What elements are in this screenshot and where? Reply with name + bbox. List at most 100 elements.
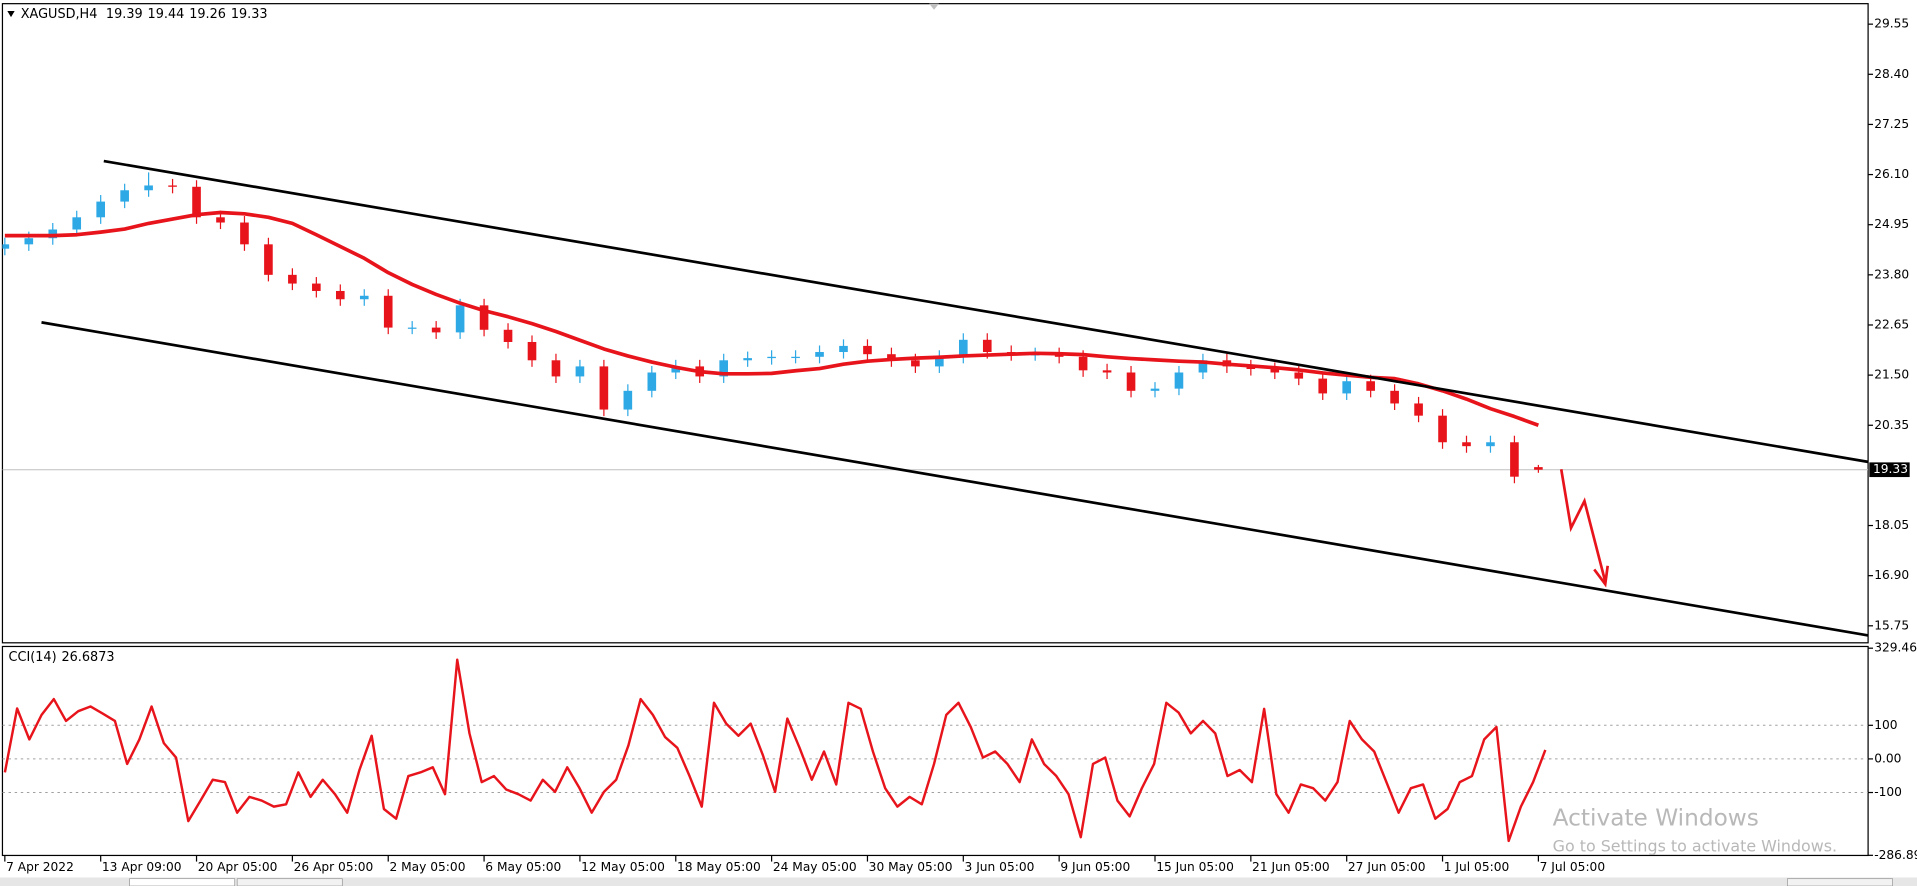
candle-body: [599, 366, 609, 410]
candle: [192, 180, 201, 224]
candle-body: [288, 274, 297, 284]
candle: [647, 365, 657, 398]
chart-tab[interactable]: [129, 878, 236, 886]
x-tick-label: 1 Jul 05:00: [1444, 860, 1510, 874]
x-tick-label: 7 Jul 05:00: [1540, 860, 1606, 874]
candle: [1270, 362, 1280, 380]
candle: [383, 289, 393, 335]
candle-body: [455, 305, 465, 333]
candle: [1318, 372, 1328, 400]
candle: [743, 351, 752, 367]
candle-body: [1342, 381, 1352, 394]
chart-tab[interactable]: [1787, 878, 1893, 886]
candle-body: [647, 372, 657, 391]
candle: [1534, 464, 1543, 473]
candle-body: [1318, 378, 1328, 394]
x-tick-label: 12 May 05:00: [581, 860, 665, 874]
candle: [815, 345, 824, 364]
candle: [335, 284, 345, 306]
candle: [767, 350, 776, 365]
candle: [2, 237, 10, 256]
x-tick-label: 26 Apr 05:00: [294, 860, 374, 874]
price-plot: [2, 159, 1869, 637]
candle-body: [1462, 442, 1471, 447]
trend-line: [41, 321, 1869, 637]
candle-body: [671, 366, 681, 373]
x-tick-label: 18 May 05:00: [677, 860, 761, 874]
candle: [72, 210, 82, 237]
candle: [935, 350, 944, 373]
candle-body: [935, 356, 944, 367]
header-open: 19.39: [106, 7, 143, 22]
y-tick-label: 329.463: [1874, 641, 1917, 655]
symbol-title: XAGUSD,H4: [21, 7, 98, 22]
candle: [96, 195, 106, 224]
candle-body: [264, 244, 273, 275]
candle-body: [240, 222, 249, 245]
y-tick-label: 29.55: [1874, 17, 1909, 31]
candle: [599, 359, 609, 417]
candle-body: [407, 327, 417, 329]
candle: [863, 339, 872, 361]
candle-body: [911, 360, 920, 367]
candle: [1486, 435, 1495, 453]
y-tick-label: -100: [1874, 785, 1902, 799]
last-price-label: 19.33: [1873, 462, 1908, 476]
y-tick-label: 26.10: [1874, 167, 1909, 181]
candle: [1342, 374, 1352, 400]
candle: [1414, 396, 1423, 423]
candle-body: [383, 295, 393, 328]
candle: [527, 335, 537, 367]
indicator-title: CCI(14): [9, 650, 57, 665]
y-tick-label: 20.35: [1874, 418, 1909, 432]
candle: [407, 321, 417, 335]
candle: [551, 353, 561, 383]
y-tick-label: 18.05: [1874, 518, 1909, 532]
candle-body: [767, 356, 776, 359]
x-tick-label: 27 Jun 05:00: [1348, 860, 1426, 874]
drawn-arrow: [1559, 469, 1610, 588]
candle-body: [863, 345, 872, 355]
candle: [120, 183, 129, 209]
x-tick-label: 7 Apr 2022: [6, 860, 74, 874]
x-tick-label: 24 May 05:00: [773, 860, 857, 874]
x-tick-label: 20 Apr 05:00: [198, 860, 278, 874]
candle: [479, 298, 489, 337]
candle-body: [503, 329, 513, 342]
candle-body: [359, 295, 369, 300]
y-tick-label: 0.00: [1874, 751, 1901, 765]
candle-body: [839, 345, 848, 353]
y-tick-label: 15.75: [1874, 618, 1909, 632]
candle-body: [791, 356, 800, 359]
header-high: 19.44: [148, 7, 185, 22]
x-tick-label: 30 May 05:00: [869, 860, 953, 874]
candle-body: [335, 290, 345, 300]
candle-body: [1390, 390, 1399, 404]
x-tick-label: 3 Jun 05:00: [965, 860, 1035, 874]
candle-body: [144, 185, 153, 191]
symbol-menu-icon[interactable]: [7, 10, 15, 18]
candle: [455, 298, 465, 339]
candle: [1462, 435, 1471, 453]
watermark-subtitle: Go to Settings to activate Windows.: [1553, 836, 1837, 855]
x-tick-label: 2 May 05:00: [389, 860, 465, 874]
candle: [719, 353, 729, 383]
x-tick-label: 9 Jun 05:00: [1060, 860, 1130, 874]
indicator-panel-frame: [1, 645, 1869, 857]
candle: [1150, 382, 1160, 398]
arrow-path: [1559, 469, 1607, 583]
y-tick-label: 24.95: [1874, 217, 1909, 231]
candle-body: [1486, 442, 1495, 447]
candle-body: [719, 360, 729, 377]
scroll-marker[interactable]: [929, 3, 939, 10]
candle: [240, 215, 249, 251]
candle: [1174, 365, 1184, 396]
chart-tab[interactable]: [236, 878, 343, 886]
candle-body: [1078, 356, 1088, 371]
y-tick-label: 100: [1874, 718, 1897, 732]
candle: [359, 289, 369, 306]
candle: [1438, 409, 1447, 449]
